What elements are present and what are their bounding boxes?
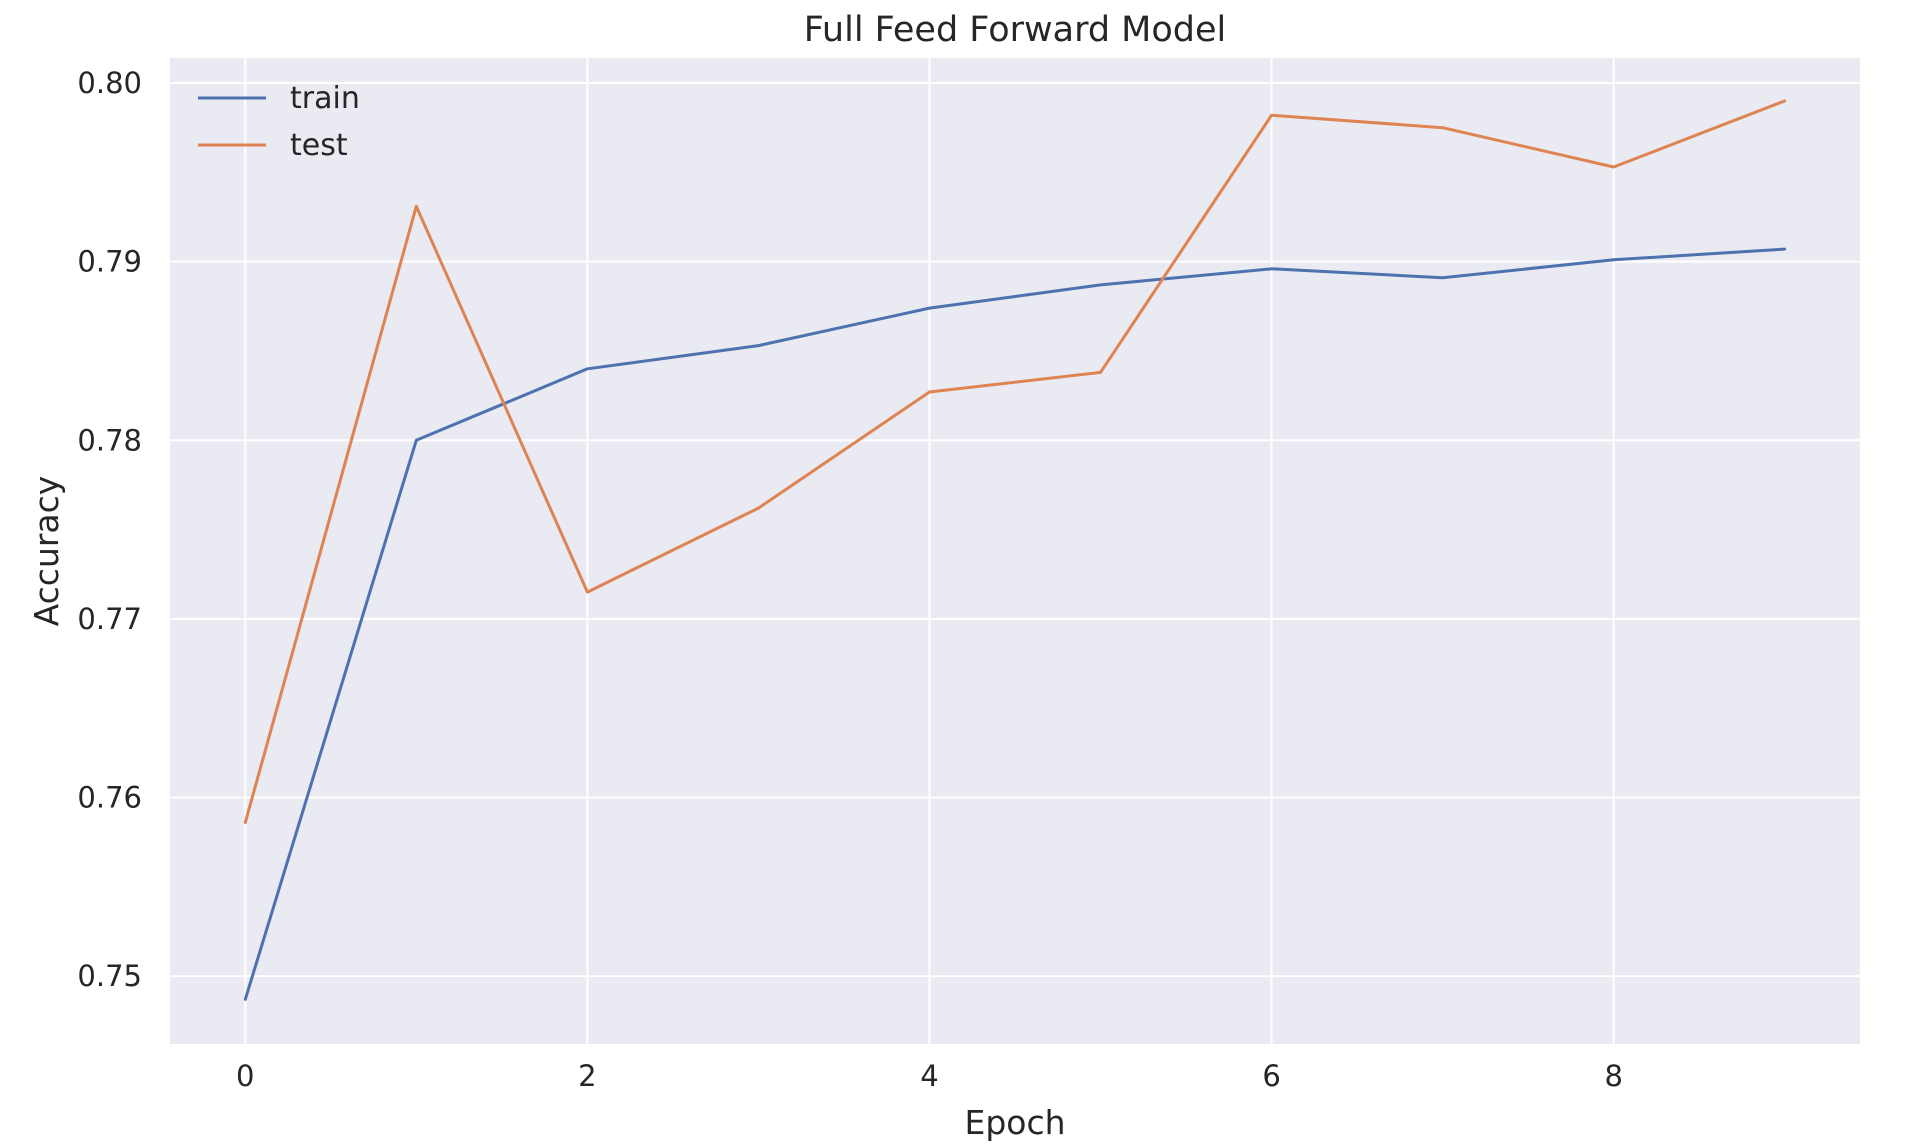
y-axis-label: Accuracy bbox=[27, 476, 66, 627]
x-axis-label: Epoch bbox=[964, 1103, 1065, 1142]
y-tick-label: 0.77 bbox=[77, 602, 142, 636]
x-tick-label: 0 bbox=[236, 1059, 254, 1093]
x-tick-label: 8 bbox=[1604, 1059, 1622, 1093]
y-tick-label: 0.78 bbox=[77, 423, 142, 457]
series-line-train bbox=[243, 247, 1787, 1001]
series-lines bbox=[243, 99, 1787, 1001]
y-tick-label: 0.75 bbox=[77, 959, 142, 993]
series-line-test bbox=[243, 99, 1787, 824]
legend: train test bbox=[198, 81, 360, 163]
y-tick-label: 0.76 bbox=[77, 781, 142, 815]
chart-title: Full Feed Forward Model bbox=[804, 10, 1227, 50]
tick-labels: 0.75 0.76 0.77 0.78 0.79 0.80 0 2 4 6 8 bbox=[77, 66, 1622, 1093]
legend-label-test: test bbox=[290, 128, 348, 163]
y-tick-label: 0.79 bbox=[77, 245, 142, 279]
x-tick-label: 6 bbox=[1262, 1059, 1280, 1093]
plot-area bbox=[170, 58, 1860, 1044]
x-tick-label: 2 bbox=[578, 1059, 596, 1093]
gridlines bbox=[170, 58, 1860, 1044]
y-tick-label: 0.80 bbox=[77, 66, 142, 100]
x-tick-label: 4 bbox=[920, 1059, 938, 1093]
legend-label-train: train bbox=[290, 81, 360, 116]
